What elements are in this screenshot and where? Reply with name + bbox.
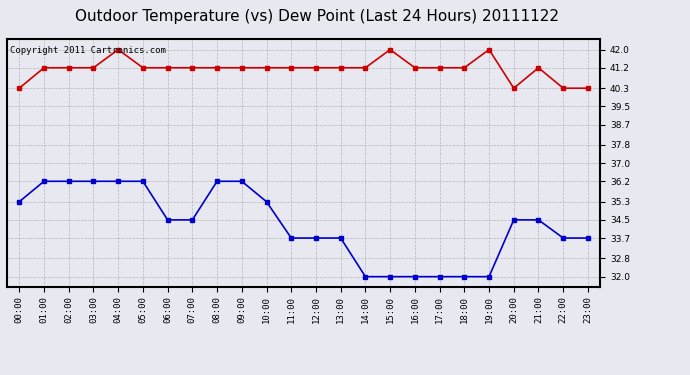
Text: Copyright 2011 Cartronics.com: Copyright 2011 Cartronics.com <box>10 46 166 55</box>
Text: Outdoor Temperature (vs) Dew Point (Last 24 Hours) 20111122: Outdoor Temperature (vs) Dew Point (Last… <box>75 9 560 24</box>
